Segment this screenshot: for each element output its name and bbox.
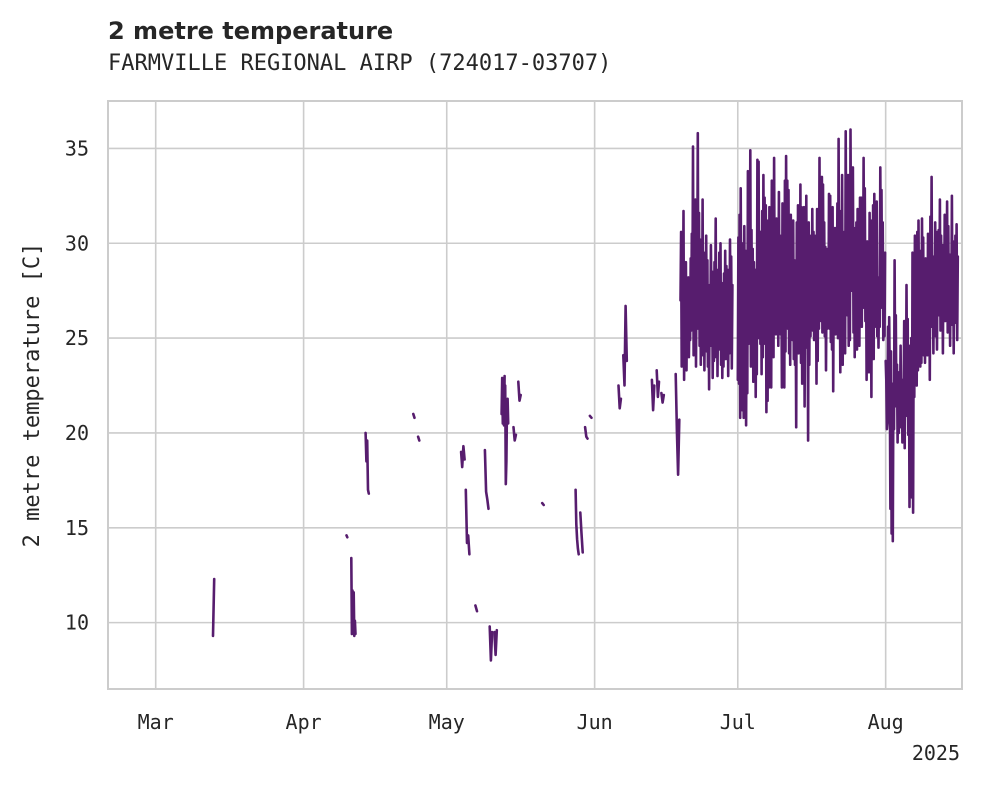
series-line-segment <box>411 412 416 420</box>
series-line-segment <box>493 628 499 657</box>
series-temperature <box>211 128 960 662</box>
series-line-segment <box>736 128 887 442</box>
series-line-segment <box>503 384 510 486</box>
x-tick-label: Apr <box>286 710 322 734</box>
series-line-segment <box>588 414 593 420</box>
series-line-segment <box>349 556 357 638</box>
series-line-segment <box>474 604 479 613</box>
series-line-segment <box>516 380 523 403</box>
series-line-segment <box>364 431 371 495</box>
series-line-segment <box>464 488 471 556</box>
y-tick-label: 35 <box>65 136 89 160</box>
x-tick-label: Mar <box>138 710 174 734</box>
series-line-segment <box>345 534 349 539</box>
series-line-segment <box>574 488 581 556</box>
series-line-segment <box>884 175 960 543</box>
series-line-segment <box>578 511 585 554</box>
y-tick-label: 15 <box>65 516 89 540</box>
y-tick-label: 20 <box>65 421 89 445</box>
series-line-segment <box>674 372 681 477</box>
series-line-segment <box>621 304 629 387</box>
series-line-segment <box>416 435 421 442</box>
grid-lines <box>108 101 962 689</box>
series-line-segment <box>540 501 546 507</box>
series-line-segment <box>488 625 494 662</box>
series-line-segment <box>655 368 661 399</box>
series-line-segment <box>512 425 518 442</box>
plot-frame <box>107 100 963 690</box>
y-axis-ticks: 10 15 20 25 30 35 <box>65 136 89 634</box>
series-line-segment <box>650 378 656 412</box>
y-tick-label: 25 <box>65 326 89 350</box>
x-tick-label: Jul <box>720 710 756 734</box>
y-tick-label: 10 <box>65 611 89 635</box>
series-line-segment <box>459 444 466 469</box>
series-line-segment <box>617 384 623 410</box>
chart-title: 2 metre temperature <box>108 17 394 45</box>
series-line-segment <box>211 577 216 638</box>
series-line-segment <box>660 391 666 404</box>
x-axis-year-label: 2025 <box>912 741 960 765</box>
x-tick-label: Aug <box>868 710 904 734</box>
series-line-segment <box>483 448 490 511</box>
y-tick-label: 30 <box>65 231 89 255</box>
y-axis-label: 2 metre temperature [C] <box>20 243 45 548</box>
x-tick-label: Jun <box>577 710 613 734</box>
series-line-segment <box>583 425 589 440</box>
series-line-segment <box>679 131 734 391</box>
x-tick-label: May <box>429 710 465 734</box>
chart-subtitle: FARMVILLE REGIONAL AIRP (724017-03707) <box>108 51 612 76</box>
x-axis-ticks: Mar Apr May Jun Jul Aug <box>138 710 904 734</box>
